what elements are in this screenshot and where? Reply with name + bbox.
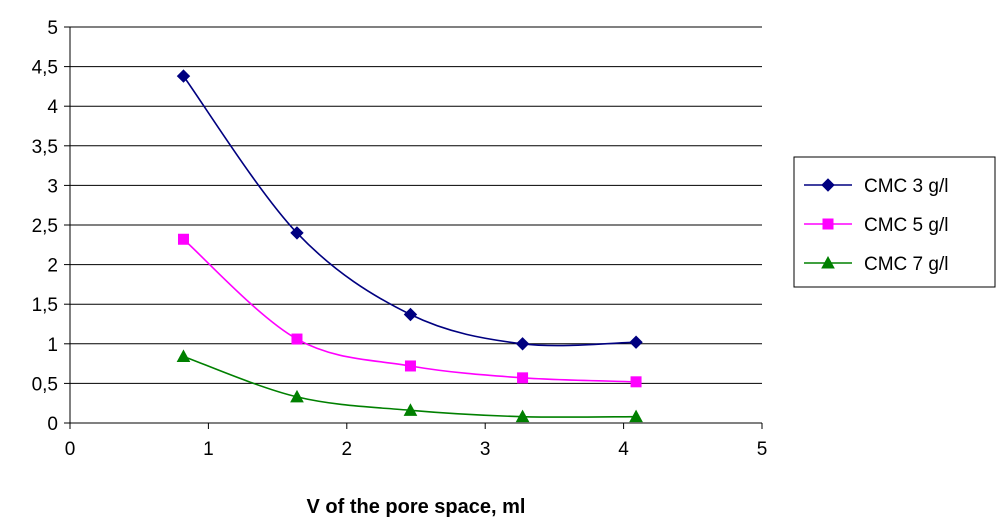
legend-label-cmc-3-g-l: CMC 3 g/l [864, 176, 948, 197]
x-tick-label: 0 [65, 439, 76, 460]
data-point-cmc-7-g-l [403, 403, 418, 416]
data-point-cmc-5-g-l [517, 372, 529, 384]
data-point-cmc-3-g-l [290, 226, 304, 240]
series-cmc-3-g-l [176, 69, 643, 351]
legend-label-cmc-7-g-l: CMC 7 g/l [864, 254, 948, 275]
y-tick-label: 5 [47, 18, 58, 39]
data-point-cmc-3-g-l [403, 307, 418, 322]
y-tick-label: 3,5 [32, 137, 58, 158]
legend-marker-cmc-5-g-l [822, 218, 834, 230]
legend-label-cmc-5-g-l: CMC 5 g/l [864, 215, 948, 236]
x-tick-label: 1 [203, 439, 214, 460]
series-line-cmc-3-g-l [182, 75, 637, 347]
series-cmc-5-g-l [177, 233, 642, 388]
legend-marker-cmc-3-g-l [821, 178, 835, 192]
gridlines [70, 26, 762, 384]
x-tick-label: 5 [757, 439, 768, 460]
x-tick-labels: 0 1 2 3 4 5 [65, 439, 768, 460]
y-tick-label: 4 [47, 97, 58, 118]
data-point-cmc-7-g-l [290, 389, 304, 403]
data-point-cmc-7-g-l [515, 409, 530, 423]
x-tick-label: 4 [618, 439, 629, 460]
data-point-cmc-5-g-l [630, 376, 642, 388]
x-axis-title: V of the pore space, ml [307, 496, 526, 518]
data-point-cmc-3-g-l [629, 335, 643, 349]
data-point-cmc-5-g-l [291, 333, 303, 345]
x-tick-label: 3 [480, 439, 491, 460]
legend-marker-cmc-7-g-l [821, 255, 835, 269]
data-point-cmc-5-g-l [177, 233, 189, 245]
series-cmc-7-g-l [176, 349, 643, 423]
series-group [176, 69, 643, 423]
y-tick-label: 4,5 [32, 58, 58, 79]
data-point-cmc-3-g-l [515, 337, 530, 351]
y-tick-label: 1,5 [32, 295, 58, 316]
y-tick-label: 1 [47, 335, 58, 356]
legend: CMC 3 g/l CMC 5 g/l CMC 7 g/l [793, 156, 996, 288]
y-tick-label: 2,5 [32, 216, 58, 237]
y-tick-label: 0 [47, 414, 58, 435]
data-point-cmc-5-g-l [404, 360, 416, 372]
x-tick-label: 2 [342, 439, 353, 460]
y-tick-labels: 0 0,5 1 1,5 2 2,5 3 3,5 4 4,5 5 [32, 18, 59, 435]
y-tick-label: 2 [47, 256, 58, 277]
y-tick-label: 0,5 [32, 374, 58, 395]
data-point-cmc-7-g-l [176, 349, 191, 362]
axes [64, 26, 763, 429]
y-tick-label: 3 [47, 176, 58, 197]
data-point-cmc-7-g-l [629, 409, 643, 423]
data-point-cmc-3-g-l [176, 69, 191, 83]
